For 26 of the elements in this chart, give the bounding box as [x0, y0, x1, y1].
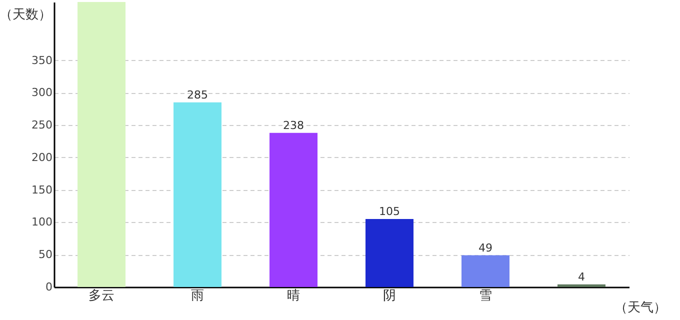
data-label: 49: [478, 241, 492, 254]
data-label: 105: [378, 204, 400, 218]
x-tick-label: 雪: [478, 288, 492, 304]
x-tick-label: 多云: [88, 288, 115, 304]
bar: [557, 284, 606, 287]
x-tick-label: 阴: [382, 288, 396, 304]
x-axis-title: （天气）: [614, 300, 666, 316]
y-tick-label: 50: [38, 248, 52, 262]
data-label: 4: [578, 270, 585, 284]
bar: [270, 132, 318, 287]
x-tick-label: 雨: [191, 288, 204, 304]
y-tick-label: 350: [32, 54, 52, 67]
data-label: 238: [283, 118, 304, 132]
y-tick-label: 100: [32, 216, 52, 229]
bar: [366, 218, 414, 287]
bar: [78, 2, 126, 287]
y-axis-title: （天数）: [0, 8, 52, 22]
y-tick-label: 300: [32, 86, 52, 100]
y-tick-label: 0: [46, 280, 52, 294]
bar: [174, 102, 222, 287]
x-tick-label: 晴: [287, 288, 300, 304]
data-label: 285: [187, 88, 208, 102]
bar: [461, 255, 510, 287]
y-tick-label: 250: [32, 118, 52, 132]
y-tick-label: 200: [32, 150, 52, 164]
y-tick-label: 150: [32, 183, 52, 196]
